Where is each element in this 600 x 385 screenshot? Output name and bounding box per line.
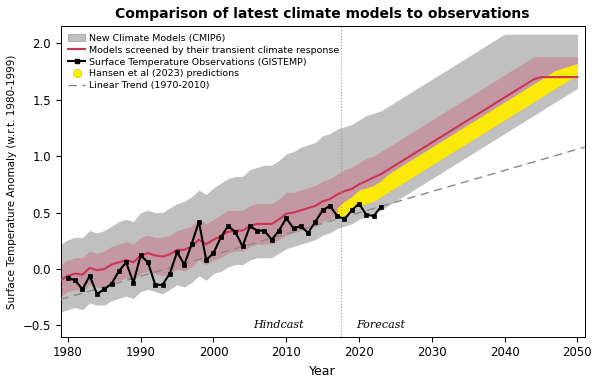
Title: Comparison of latest climate models to observations: Comparison of latest climate models to o… <box>115 7 530 21</box>
Text: Forecast: Forecast <box>356 320 406 330</box>
Legend: New Climate Models (CMIP6), Models screened by their transient climate response,: New Climate Models (CMIP6), Models scree… <box>65 31 342 93</box>
X-axis label: Year: Year <box>310 365 336 378</box>
Y-axis label: Surface Temperature Anomaly (w.r.t. 1980-1999): Surface Temperature Anomaly (w.r.t. 1980… <box>7 54 17 309</box>
Text: Hindcast: Hindcast <box>254 320 304 330</box>
